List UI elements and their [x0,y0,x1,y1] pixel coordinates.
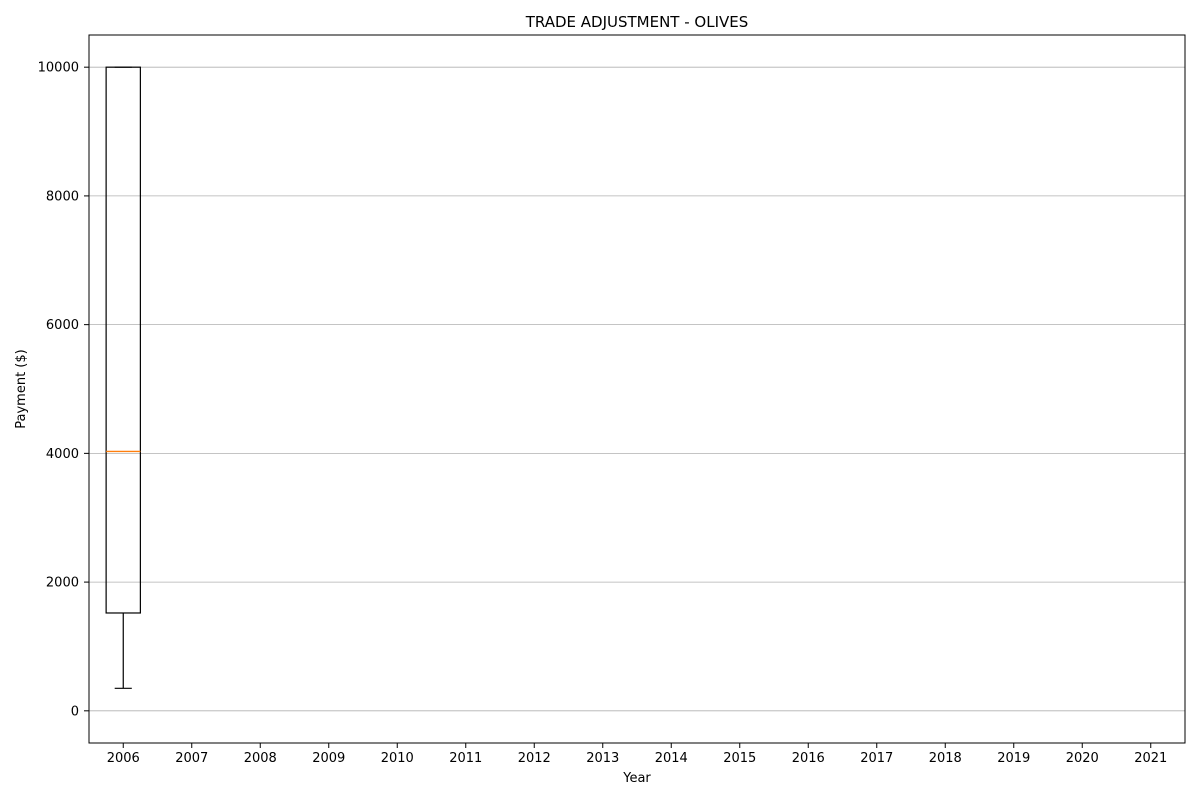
x-tick-label: 2011 [449,751,482,766]
x-tick-label: 2016 [792,751,825,766]
y-tick-label: 2000 [46,576,79,591]
x-tick-label: 2017 [860,751,893,766]
y-axis-label: Payment ($) [14,349,29,428]
chart-title: TRADE ADJUSTMENT - OLIVES [525,13,749,31]
gridlines [89,66,1185,712]
x-tick-label: 2009 [312,751,345,766]
x-tick-label: 2014 [655,751,688,766]
x-tick-label: 2021 [1134,751,1167,766]
x-tick-label: 2013 [586,751,619,766]
x-tick-label: 2019 [997,751,1030,766]
y-tick-label: 10000 [38,61,79,76]
box-2006 [105,66,141,689]
box-iqr [105,66,141,614]
boxes [105,66,141,689]
x-tick-label: 2018 [929,751,962,766]
x-tick-label: 2008 [244,751,277,766]
x-axis-label: Year [622,771,651,786]
y-tick-label: 4000 [46,447,79,462]
x-tick-label: 2007 [175,751,208,766]
y-tick-label: 0 [71,704,79,719]
x-tick-label: 2006 [107,751,140,766]
x-tick-label: 2012 [518,751,551,766]
x-tick-label: 2015 [723,751,756,766]
y-tick-label: 6000 [46,318,79,333]
y-tick-label: 8000 [46,189,79,204]
y-axis-ticks: 0 2000 4000 6000 8000 10000 [38,61,89,719]
x-tick-label: 2010 [381,751,414,766]
plot-area-frame [88,34,1186,744]
x-axis-ticks: 2006 2007 2008 2009 2010 2011 2012 2013 2014 2015… [107,743,1167,766]
x-tick-label: 2020 [1066,751,1099,766]
